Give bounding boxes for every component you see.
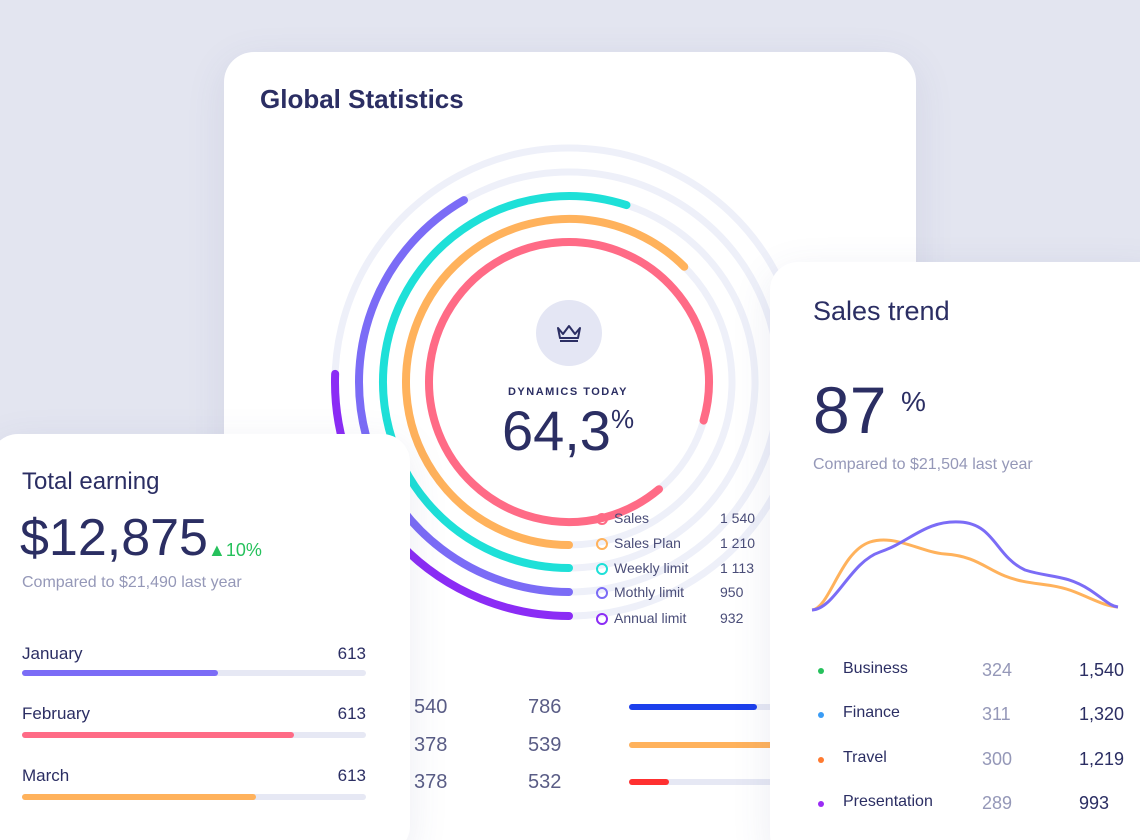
table-cell: 532 [528,771,562,793]
category-row-travel: Travel 300 1,219 [815,749,1140,779]
category-mid-value: 324 [982,660,1013,680]
ring-arc-sales-plan [402,215,689,549]
sales-trend-title: Sales trend [813,296,950,326]
legend-marker-icon [596,538,608,550]
category-total-value: 993 [1079,793,1110,813]
category-dot-icon [818,801,824,807]
dynamics-value-number: 64,3 [501,399,611,462]
category-label: Travel [843,749,887,766]
legend-value: 1 113 [720,560,754,576]
table-cell: 540 [414,696,448,718]
total-earning-card: Total earning $12,875 ▲10% Compared to $… [0,434,410,840]
legend-marker-icon [596,563,608,575]
table-cell: 378 [414,771,448,793]
month-progress-track [22,670,366,676]
legend-item-annual-limit: Annual limit 932 [596,608,796,630]
legend-label: Annual limit [614,610,687,626]
table-cell: 539 [528,734,562,756]
table-row-bar-fill [629,779,669,785]
category-total-value: 1,219 [1079,749,1125,769]
month-row-february: February 613 [22,704,366,744]
table-row-bar [629,779,789,785]
category-total-value: 1,540 [1079,660,1125,680]
category-label: Business [843,660,908,677]
earning-change-badge: ▲10% [208,540,262,561]
month-row-january: January 613 [22,644,366,684]
month-label: February [22,704,91,723]
dynamics-today-value: 64,3% [468,398,668,463]
legend-marker-icon [596,587,608,599]
month-value: 613 [337,704,366,723]
legend-label: Sales [614,510,650,526]
category-row-business: Business 324 1,540 [815,660,1140,690]
category-dot-icon [818,712,824,718]
trend-line-orange [811,538,1119,612]
category-dot-icon [818,668,824,674]
sales-trend-percent: 87 [813,373,887,447]
crown-badge [536,300,602,366]
table-row-bar [629,704,789,710]
dynamics-today-label: DYNAMICS TODAY [507,386,629,398]
table-row-bar-fill [629,742,789,748]
legend-label: Sales Plan [614,535,681,551]
table-row-bar [629,742,789,748]
month-row-march: March 613 [22,766,366,806]
crown-icon [557,325,581,342]
sales-trend-sparkline [811,520,1119,612]
table-cell: 786 [528,696,562,718]
sales-trend-percent-sign: % [901,386,926,417]
legend-item-sales-plan: Sales Plan 1 210 [596,533,796,555]
month-progress-track [22,732,366,738]
category-row-presentation: Presentation 289 993 [815,793,1140,823]
legend-item-sales: Sales 1 540 [596,508,796,530]
triangle-up-icon: ▲ [208,540,226,560]
legend-value: 1 540 [720,510,756,526]
legend-value: 1 210 [720,535,756,551]
total-earning-amount: $12,875 [20,509,208,567]
month-label: March [22,766,70,785]
total-earning-title: Total earning [22,468,160,495]
category-mid-value: 289 [982,793,1013,813]
legend-label: Weekly limit [614,560,689,576]
category-label: Presentation [843,793,933,810]
global-statistics-title: Global Statistics [260,84,464,114]
dynamics-value-unit: % [610,404,635,434]
legend-value: 950 [720,584,744,600]
month-progress-fill [22,732,294,738]
earning-change-value: 10% [225,540,262,560]
legend-marker-icon [596,513,608,525]
category-mid-value: 300 [982,749,1013,769]
sales-compared-text: Compared to $21,504 last year [813,456,1033,473]
ring-arc-sales [425,238,713,526]
trend-line-purple [811,520,1119,612]
month-value: 613 [337,766,366,785]
category-mid-value: 311 [982,704,1011,724]
category-dot-icon [818,757,824,763]
legend-item-monthly-limit: Mothly limit 950 [596,582,796,604]
table-row-bar-fill [629,704,757,710]
month-value: 613 [337,644,366,663]
month-progress-fill [22,794,256,800]
earning-compared-text: Compared to $21,490 last year [22,574,242,591]
month-progress-track [22,794,366,800]
table-cell: 378 [414,734,448,756]
month-label: January [22,644,83,663]
category-row-finance: Finance 311 1,320 [815,704,1140,734]
legend-label: Mothly limit [614,584,685,600]
sales-trend-card: Sales trend 87 % Compared to $21,504 las… [770,262,1140,840]
legend-marker-icon [596,613,608,625]
month-progress-fill [22,670,219,676]
ring-arc-weekly-limit [379,192,631,572]
legend-value: 932 [720,610,744,626]
legend-item-weekly-limit: Weekly limit 1 113 [596,558,796,580]
category-label: Finance [843,704,900,721]
category-total-value: 1,320 [1079,704,1125,724]
